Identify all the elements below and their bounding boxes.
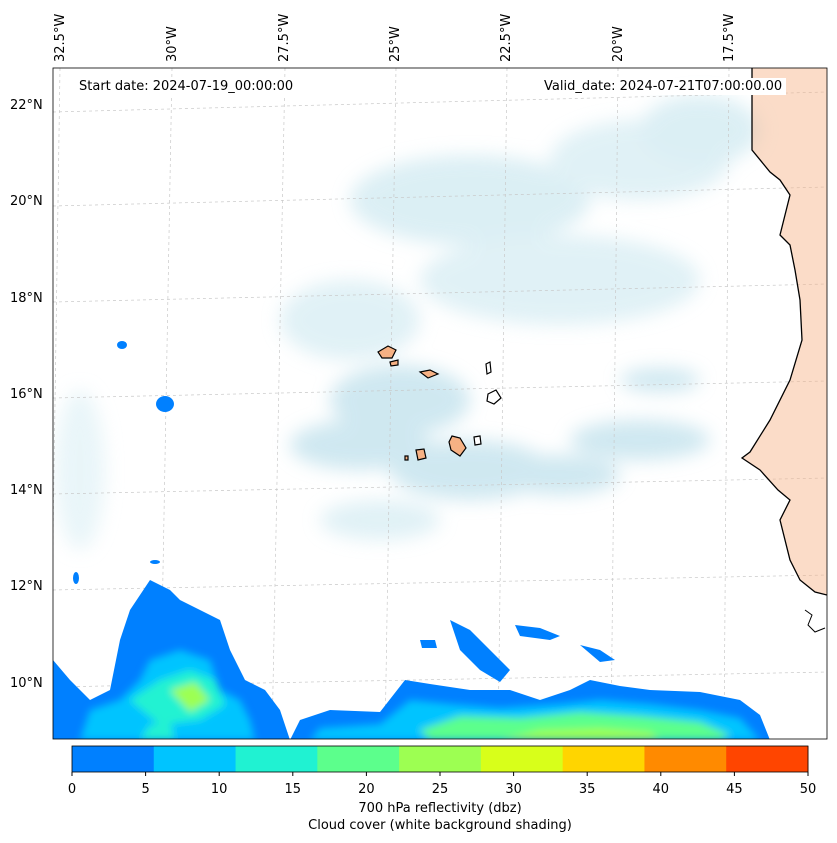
africa-coastline: [740, 68, 827, 596]
colorbar: [71, 746, 809, 776]
map-frame: [52, 67, 828, 740]
lon-label: 32.5°W: [53, 13, 68, 62]
colorbar-tick-label: 25: [431, 782, 449, 797]
africa-coast-land: [742, 68, 827, 595]
colorbar-tick-label: 15: [284, 782, 302, 797]
lat-label: 16°N: [10, 387, 43, 402]
lat-label: 12°N: [10, 579, 43, 594]
cape-verde-islands: [377, 345, 502, 461]
cloud-cover-shading: [55, 95, 760, 550]
colorbar-segment: [235, 746, 318, 772]
lon-label: 30°W: [165, 26, 180, 62]
lon-label: 20°W: [611, 26, 626, 62]
colorbar-tick-label: 10: [210, 782, 228, 797]
lon-label: 25°W: [388, 26, 403, 62]
colorbar-subtitle: Cloud cover (white background shading): [308, 818, 572, 833]
colorbar-tick-label: 45: [726, 782, 743, 797]
lat-label: 10°N: [10, 676, 43, 691]
lat-label: 18°N: [10, 291, 43, 306]
lon-label: 22.5°W: [499, 13, 514, 62]
lat-label: 22°N: [10, 98, 43, 113]
colorbar-segment: [480, 746, 564, 772]
colorbar-tick-label: 35: [578, 782, 596, 797]
colorbar-tick-label: 50: [799, 782, 817, 797]
lon-label: 17.5°W: [722, 13, 737, 62]
colorbar-tick-label: 0: [67, 782, 77, 797]
colorbar-segment: [644, 746, 727, 772]
lat-label: 14°N: [10, 483, 43, 498]
colorbar-segment: [72, 746, 155, 772]
colorbar-segment: [726, 746, 809, 772]
colorbar-segment: [399, 746, 482, 772]
valid-date-label: Valid_date: 2024-07-21T07:00:00.00: [540, 78, 787, 95]
colorbar-segment: [153, 746, 237, 772]
lat-label: 20°N: [10, 194, 43, 209]
colorbar-tick-label: 5: [141, 782, 150, 797]
colorbar-title: 700 hPa reflectivity (dbz): [358, 801, 522, 816]
colorbar-tick-label: 30: [505, 782, 522, 797]
colorbar-tick-label: 20: [358, 782, 375, 797]
colorbar-segment: [317, 746, 400, 772]
start-date-label: Start date: 2024-07-19_00:00:00: [75, 78, 298, 95]
colorbar-segment: [562, 746, 645, 772]
lon-label: 27.5°W: [277, 13, 292, 62]
colorbar-tick-label: 40: [652, 782, 670, 797]
reflectivity-field: [53, 341, 770, 739]
